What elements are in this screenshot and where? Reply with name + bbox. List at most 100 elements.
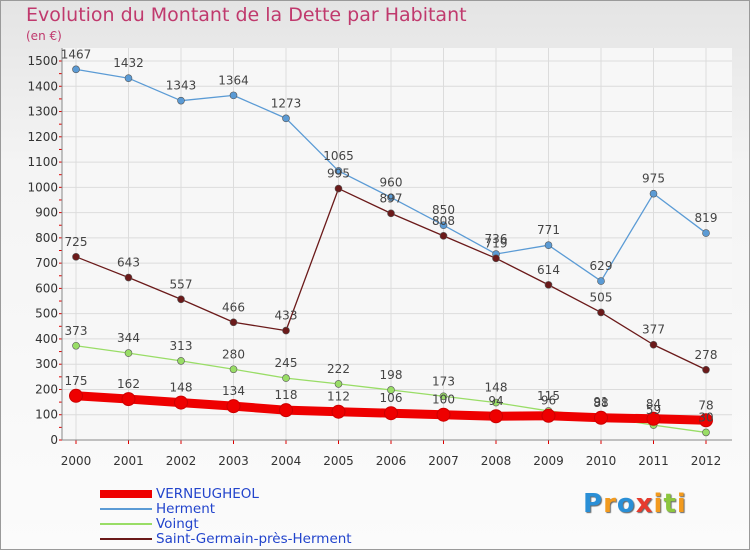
x-tick-label: 2001	[113, 454, 144, 468]
legend-label: Saint-Germain-près-Herment	[156, 530, 352, 547]
data-point	[279, 403, 293, 418]
chart-title: Evolution du Montant de la Dette par Hab…	[26, 4, 467, 26]
data-point	[702, 365, 710, 374]
data-point	[439, 221, 448, 230]
data-label: 59	[646, 403, 661, 417]
data-label: 850	[432, 203, 455, 217]
data-label: 115	[537, 389, 560, 403]
data-point	[229, 365, 238, 374]
y-tick-label: 500	[35, 307, 58, 321]
data-point	[492, 398, 500, 407]
data-point	[124, 74, 133, 82]
x-tick-label: 2011	[638, 454, 669, 468]
data-point	[544, 241, 553, 249]
y-tick-label: 700	[35, 256, 58, 270]
data-label: 433	[275, 309, 298, 323]
data-point	[229, 318, 238, 327]
data-label: 557	[170, 277, 193, 291]
data-label: 106	[380, 391, 403, 405]
data-label: 629	[590, 259, 613, 273]
data-label: 1467	[61, 47, 92, 61]
data-label: 96	[541, 394, 556, 408]
legend-item: Saint-Germain-près-Herment	[100, 530, 352, 547]
data-point	[387, 209, 395, 218]
data-point	[439, 232, 448, 240]
data-label: 112	[327, 390, 350, 404]
proxiti-logo: Proxiti	[583, 489, 687, 519]
y-tick-label: 1200	[27, 130, 58, 144]
x-tick-label: 2006	[376, 454, 407, 468]
data-label: 1065	[323, 149, 354, 163]
legend-swatch	[100, 489, 152, 498]
data-point	[702, 428, 710, 437]
data-point	[282, 326, 290, 335]
data-label: 134	[222, 384, 245, 398]
data-label: 344	[117, 331, 140, 345]
data-point	[69, 388, 83, 403]
data-label: 148	[485, 381, 508, 395]
data-label: 94	[488, 394, 503, 408]
data-point	[699, 413, 713, 428]
data-point	[331, 404, 346, 419]
x-tick-label: 2007	[428, 454, 459, 468]
y-tick-label: 400	[35, 332, 58, 346]
data-label: 466	[222, 300, 245, 314]
data-label: 373	[65, 324, 88, 338]
data-label: 30	[698, 410, 713, 424]
data-label: 975	[642, 172, 665, 186]
data-label: 198	[380, 368, 403, 382]
data-point	[226, 399, 241, 414]
y-axis-unit-label: (en €)	[26, 29, 62, 43]
data-label: 118	[275, 388, 298, 402]
logo-letter: i	[676, 489, 687, 519]
data-point	[387, 386, 395, 394]
logo-letter: o	[616, 489, 636, 519]
data-label: 222	[327, 362, 350, 376]
y-tick-label: 900	[35, 206, 58, 220]
x-tick-label: 2004	[271, 454, 302, 468]
data-point	[334, 184, 343, 193]
legend-swatch	[100, 522, 152, 525]
legend-label: VERNEUGHEOL	[156, 485, 259, 502]
data-label: 280	[222, 347, 245, 361]
legend-item: Herment	[100, 500, 352, 517]
data-label: 995	[327, 167, 350, 181]
data-label: 278	[695, 348, 718, 362]
data-point	[541, 408, 556, 423]
data-label: 100	[432, 393, 455, 407]
logo-letter: t	[663, 489, 677, 519]
y-tick-label: 1300	[27, 105, 58, 119]
data-label: 736	[485, 232, 508, 246]
x-tick-label: 2003	[218, 454, 249, 468]
data-label: 643	[117, 256, 140, 270]
data-point	[649, 340, 658, 349]
data-point	[177, 295, 185, 304]
legend-item: Voingt	[100, 516, 352, 532]
data-label: 960	[380, 175, 403, 189]
data-point	[177, 96, 185, 105]
data-label: 808	[432, 214, 455, 228]
data-label: 897	[380, 191, 403, 205]
data-point	[492, 254, 500, 263]
y-tick-label: 1500	[27, 54, 58, 68]
data-point	[124, 273, 133, 282]
data-point	[384, 406, 398, 421]
y-tick-label: 300	[35, 357, 58, 371]
data-point	[177, 357, 185, 365]
data-label: 173	[432, 374, 455, 388]
data-point	[282, 374, 290, 382]
data-label: 614	[537, 263, 560, 277]
data-point	[72, 341, 80, 350]
data-label: 245	[275, 356, 298, 370]
data-point	[174, 395, 188, 410]
data-label: 1432	[113, 56, 144, 70]
x-tick-label: 2012	[691, 454, 722, 468]
data-point	[702, 229, 710, 237]
data-label: 78	[698, 398, 713, 412]
legend-label: Herment	[156, 500, 216, 517]
data-label: 313	[170, 339, 193, 353]
y-tick-label: 600	[35, 281, 58, 295]
legend-item: VERNEUGHEOL	[100, 485, 352, 502]
data-label: 377	[642, 323, 665, 337]
